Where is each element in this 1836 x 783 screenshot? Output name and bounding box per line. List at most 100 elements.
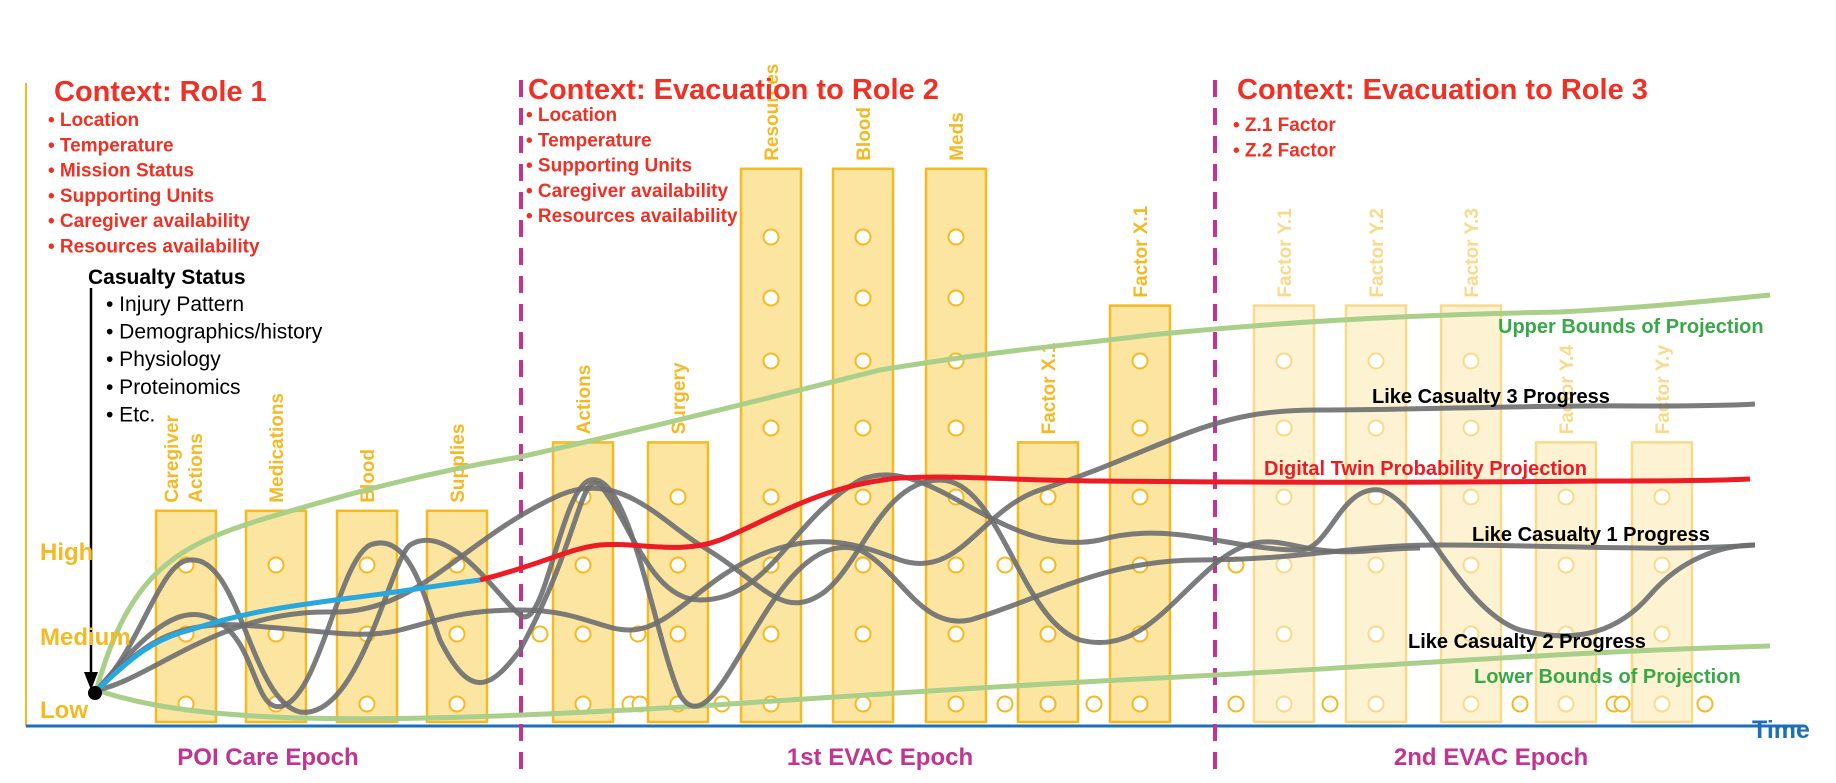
bar-dot [947, 289, 965, 307]
bar-label: Resources [762, 64, 783, 161]
epoch-label-2nd-evac: 2nd EVAC Epoch [1394, 744, 1588, 771]
context-item: • Location [48, 110, 139, 131]
casualty-status-item: • Physiology [106, 348, 221, 371]
casualty-status-title: Casualty Status [88, 266, 246, 289]
bar-dot [1275, 352, 1293, 370]
bar-label: Factor Y.y [1653, 345, 1674, 435]
bar-dot [1275, 625, 1293, 643]
bar-dot [1039, 695, 1057, 713]
bar-dot [854, 419, 872, 437]
bar-dot [762, 419, 780, 437]
bar-dot [1557, 695, 1575, 713]
bar-dot [762, 289, 780, 307]
bar-label: Factor Y.2 [1367, 208, 1388, 297]
bar-rect [1439, 304, 1503, 724]
bar-dot [1462, 488, 1480, 506]
bar-dot [854, 352, 872, 370]
bar-rect [646, 441, 710, 724]
context-item: • Z.1 Factor [1233, 115, 1336, 136]
bar-label: Actions [574, 365, 595, 435]
casualty-status-item: • Demographics/history [106, 321, 323, 344]
bar-dot [1039, 488, 1057, 506]
intervention-bar: Resources [739, 64, 803, 724]
bar-rect [1108, 304, 1172, 724]
lower-bound-curve [96, 643, 1771, 722]
bar-dot [854, 228, 872, 246]
bar-dot [1653, 556, 1671, 574]
bar-dot [574, 695, 592, 713]
epoch-label-poi: POI Care Epoch [177, 744, 358, 771]
intervention-bars: Caregiver Actions Medications Blood Supplies… [154, 64, 1714, 724]
intervention-bar: Factor Y.4 [1534, 345, 1598, 724]
casualty-status-block: Casualty Status • Injury Pattern • Demogr… [88, 266, 323, 426]
bar-rect [1252, 304, 1316, 724]
context-evacuation-role-2: Context: Evacuation to Role 2 • Location… [526, 74, 939, 227]
casualty-curve-c [95, 401, 1756, 692]
bar-dot [1367, 695, 1385, 713]
bar-dot [1653, 488, 1671, 506]
casualty-2-label: Like Casualty 2 Progress [1408, 631, 1646, 653]
bar-label: Medications [267, 393, 288, 503]
marker-dot [1696, 695, 1714, 713]
bar-label: Supplies [448, 424, 469, 503]
casualty-status-arrowhead [84, 672, 98, 690]
bar-dot [854, 625, 872, 643]
bar-dot [358, 556, 376, 574]
bar-dot [669, 488, 687, 506]
bar-dot [448, 695, 466, 713]
context-item: • Z.2 Factor [1233, 140, 1336, 161]
context-role-1: Context: Role 1 • Location • Temperature •… [48, 76, 267, 258]
intervention-bar: Surgery [646, 362, 710, 724]
marker-dot [1227, 695, 1245, 713]
upper-bound-label: Upper Bounds of Projection [1498, 316, 1764, 338]
context-item: • Location [526, 105, 617, 126]
bar-dot [947, 556, 965, 574]
context-title: Context: Evacuation to Role 2 [528, 74, 939, 106]
bar-label: Factor X.1 [1131, 205, 1152, 297]
marker-dot [1321, 695, 1339, 713]
digital-twin-projection-curve [479, 474, 1751, 583]
bar-dot [1131, 695, 1149, 713]
casualty-curve-a [95, 477, 1756, 715]
bar-dot [1275, 419, 1293, 437]
marker-dot [1085, 695, 1103, 713]
casualty-status-item: • Etc. [106, 403, 155, 426]
intervention-bar: Blood [831, 107, 895, 724]
bar-dot [1367, 419, 1385, 437]
bar-label: Factor Y.3 [1462, 208, 1483, 297]
bar-dot [1039, 556, 1057, 574]
bar-dot [762, 488, 780, 506]
upper-bound-curve [94, 292, 1771, 689]
bar-dot [947, 695, 965, 713]
marker-dot [1613, 695, 1631, 713]
marker-dot [1511, 695, 1529, 713]
context-item: • Supporting Units [526, 156, 692, 177]
time-axis-label: Time [1752, 716, 1810, 744]
bar-dot [669, 556, 687, 574]
bar-dot [448, 625, 466, 643]
bar-dot [854, 695, 872, 713]
marker-dot [996, 556, 1014, 574]
bar-dot [854, 556, 872, 574]
context-title: Context: Evacuation to Role 3 [1237, 74, 1648, 106]
bar-dot [762, 352, 780, 370]
origin-point [88, 686, 102, 700]
bar-dot [574, 625, 592, 643]
bar-dot [762, 228, 780, 246]
context-item: • Mission Status [48, 161, 194, 182]
bar-dot [358, 695, 376, 713]
bar-dot [854, 289, 872, 307]
bar-dot [1557, 488, 1575, 506]
epoch-label-1st-evac: 1st EVAC Epoch [787, 744, 973, 771]
bar-label: Blood [358, 449, 379, 503]
level-label-high: High [40, 539, 93, 566]
lower-bound-label: Lower Bounds of Projection [1474, 666, 1741, 688]
context-item: • Resources availability [526, 206, 738, 227]
bar-dot [1275, 488, 1293, 506]
bar-dot [1367, 625, 1385, 643]
bar-dot [1275, 695, 1293, 713]
context-item: • Caregiver availability [48, 211, 250, 232]
bar-dot [947, 228, 965, 246]
context-item: • Supporting Units [48, 186, 214, 207]
